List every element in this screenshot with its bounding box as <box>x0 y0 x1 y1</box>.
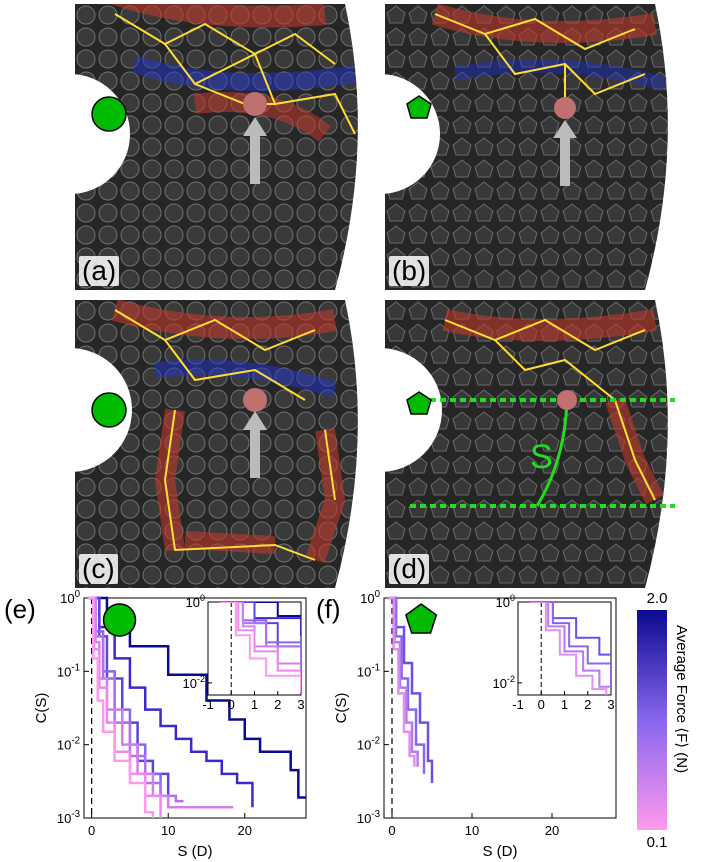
inset-x-tick-label: 2 <box>584 697 591 712</box>
y-tick-label: 10-1 <box>57 662 80 679</box>
inset-series-line <box>219 602 301 693</box>
x-tick-label: 20 <box>238 823 252 838</box>
panel-d-s-annotation: S <box>530 438 553 476</box>
series-line <box>388 596 416 767</box>
inset-x-tick-label: 0 <box>538 697 545 712</box>
panel-b-scene <box>385 4 675 290</box>
y-tick-label: 10-2 <box>57 736 80 753</box>
y-tick-label: 100 <box>60 589 80 606</box>
inset-y-tick-label: 100 <box>496 593 515 610</box>
inset-series-line <box>529 602 608 695</box>
inset-series-line <box>219 602 301 688</box>
inset-series-line <box>529 602 611 684</box>
inset-x-tick-label: 1 <box>561 697 568 712</box>
inset-x-tick-label: 2 <box>274 697 281 712</box>
inset-x-tick-label: 0 <box>228 697 235 712</box>
panel-b-image: (b) <box>385 4 675 290</box>
inset-plot: -1 0 1 2 3 100 10-2 <box>493 593 615 712</box>
pentagon-particle-icon <box>406 95 432 119</box>
inset-y-tick-label: 100 <box>186 593 205 610</box>
panel-b-label: (b) <box>389 256 430 286</box>
panel-a-image: (a) <box>75 4 365 290</box>
inset-y-tick-label: 10-2 <box>183 674 205 691</box>
y-tick-label: 10-3 <box>357 809 380 826</box>
inset-series-line <box>219 602 301 665</box>
series-line <box>87 596 254 808</box>
pentagon-particle-icon <box>406 391 432 415</box>
inset-series-line <box>219 602 301 672</box>
colorbar <box>637 610 667 830</box>
series-line <box>388 596 426 774</box>
y-axis-label: C(S) <box>33 693 50 724</box>
panel-d-scene: S <box>385 300 675 588</box>
panel-c-image: (c) <box>75 300 365 588</box>
series-line <box>87 596 155 818</box>
disk-particle-icon <box>91 392 127 428</box>
colorbar-max-label: 2.0 <box>646 590 668 607</box>
x-axis-label: S (D) <box>483 843 518 860</box>
inset-x-tick-label: 3 <box>607 697 614 712</box>
pentagon-particle-icon <box>405 603 438 634</box>
x-tick-label: 0 <box>388 823 395 838</box>
panel-f-label: (f) <box>316 594 341 624</box>
disk-particle-icon <box>102 603 137 637</box>
panel-a-scene <box>75 4 365 290</box>
y-tick-label: 10-2 <box>357 736 380 753</box>
chart-f: 0 10 20 100 10-1 10-2 10-3 S (D) C(S) -1 0 1 2 3 100 10… <box>333 589 617 860</box>
y-axis-label: C(S) <box>333 693 350 724</box>
panel-e-label: (e) <box>4 594 36 624</box>
series-line <box>87 596 234 809</box>
y-tick-label: 100 <box>360 589 380 606</box>
colorbar-min-label: 0.1 <box>646 834 668 851</box>
inset-y-tick-label: 10-2 <box>493 674 515 691</box>
x-tick-label: 20 <box>545 823 559 838</box>
inset-series-line <box>529 602 611 688</box>
inset-x-tick-label: -1 <box>512 697 524 712</box>
disk-particle-icon <box>91 96 127 132</box>
inset-x-tick-label: 3 <box>297 697 304 712</box>
panel-c-label: (c) <box>79 554 118 584</box>
x-tick-label: 0 <box>88 823 95 838</box>
inset-plot: -1 0 1 2 3 100 10-2 <box>183 593 305 712</box>
x-tick-label: 10 <box>161 823 175 838</box>
x-axis-label: S (D) <box>178 843 213 860</box>
panel-d-image: S (d) <box>385 300 675 588</box>
panel-a-label: (a) <box>79 256 120 286</box>
panel-c-scene <box>75 300 365 588</box>
inset-x-tick-label: 1 <box>251 697 258 712</box>
colorbar-title: Average Force ⟨F⟩ (N) <box>673 625 690 774</box>
inset-x-tick-label: -1 <box>202 697 214 712</box>
x-tick-label: 10 <box>465 823 479 838</box>
y-tick-label: 10-1 <box>357 662 380 679</box>
panel-d-label: (d) <box>389 554 430 584</box>
y-tick-label: 10-3 <box>57 809 80 826</box>
chart-e: 0 10 20 100 10-1 10-2 10-3 S (D) C(S) -1 0 1 2 3 100 10… <box>33 589 307 860</box>
